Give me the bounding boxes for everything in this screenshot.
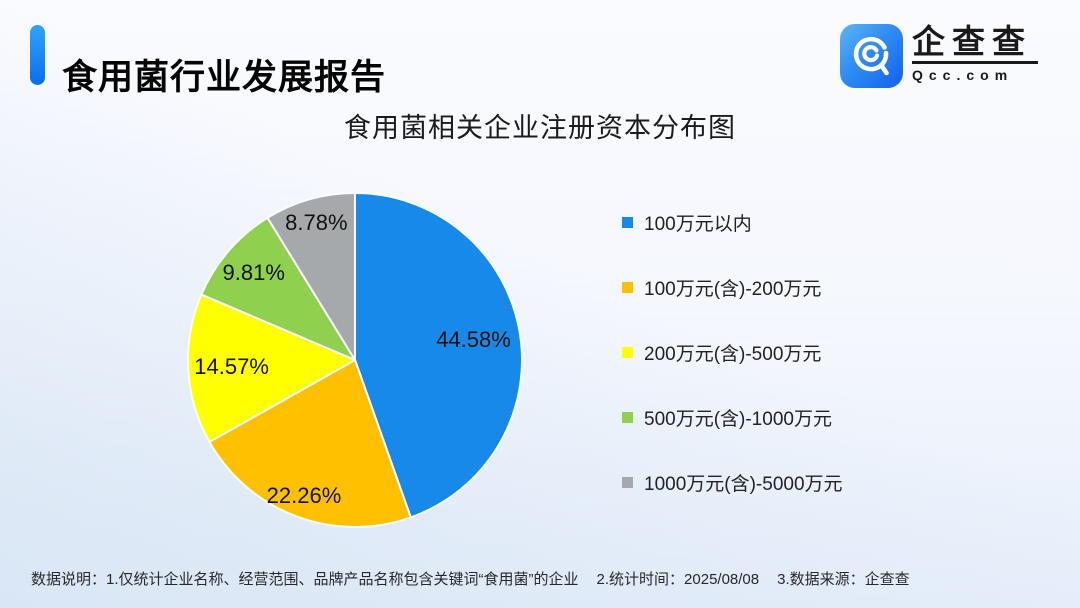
pie-slice-1: [208, 359, 412, 528]
qcc-logo-text: 企查查 Qcc.com: [912, 24, 1038, 83]
legend-item-2: 200万元(含)-500万元: [622, 339, 843, 365]
pie-slice-4: [266, 192, 356, 361]
chart-title: 食用菌相关企业注册资本分布图: [344, 113, 736, 143]
legend-label: 500万元(含)-1000万元: [644, 408, 832, 430]
legend-swatch-icon: [622, 411, 633, 423]
legend-swatch-icon: [622, 346, 633, 358]
pie-slice-3: [200, 216, 356, 361]
legend-swatch-icon: [622, 476, 633, 488]
qcc-logo-domain: Qcc.com: [912, 67, 1014, 83]
report-title: 食用菌行业发展报告: [62, 58, 387, 98]
legend-swatch-icon: [622, 281, 633, 293]
legend-label: 100万元(含)-200万元: [644, 278, 822, 300]
qcc-logo-underline: [912, 61, 1038, 64]
qcc-magnifier-icon: [840, 24, 903, 88]
pie-slice-0: [354, 192, 523, 519]
data-notes: 数据说明： 1.仅统计企业名称、经营范围、品牌产品名称包含关键词“食用菌”的企业…: [31, 568, 1061, 589]
pie-chart: 44.58% 22.26% 14.57% 9.81% 8.78%: [185, 190, 525, 530]
data-notes-label: 数据说明：: [31, 571, 107, 588]
data-note-3: 3.数据来源：企查查: [777, 571, 910, 588]
chart-legend: 100万元以内 100万元(含)-200万元 200万元(含)-500万元 50…: [622, 209, 843, 534]
title-accent-bar: [30, 25, 45, 85]
pie-value-label-2: 14.57%: [194, 353, 269, 379]
data-note-2: 2.统计时间：2025/08/08: [596, 571, 760, 588]
legend-label: 100万元以内: [644, 213, 752, 235]
qcc-logo-name: 企查查: [912, 23, 1032, 60]
legend-item-1: 100万元(含)-200万元: [622, 274, 843, 300]
legend-item-0: 100万元以内: [622, 209, 843, 235]
pie-svg: [187, 192, 523, 528]
legend-label: 1000万元(含)-5000万元: [644, 473, 843, 495]
legend-item-4: 1000万元(含)-5000万元: [622, 469, 843, 495]
pie-value-label-4: 8.78%: [285, 210, 348, 236]
qcc-logo: 企查查 Qcc.com: [840, 24, 1038, 88]
pie-value-label-1: 22.26%: [266, 483, 342, 509]
data-note-1: 1.仅统计企业名称、经营范围、品牌产品名称包含关键词“食用菌”的企业: [106, 571, 579, 588]
legend-label: 200万元(含)-500万元: [644, 343, 822, 365]
legend-swatch-icon: [622, 216, 633, 228]
legend-item-3: 500万元(含)-1000万元: [622, 404, 843, 430]
pie-value-label-3: 9.81%: [222, 259, 285, 285]
pie-value-label-0: 44.58%: [436, 326, 511, 352]
pie-slice-2: [187, 293, 356, 443]
